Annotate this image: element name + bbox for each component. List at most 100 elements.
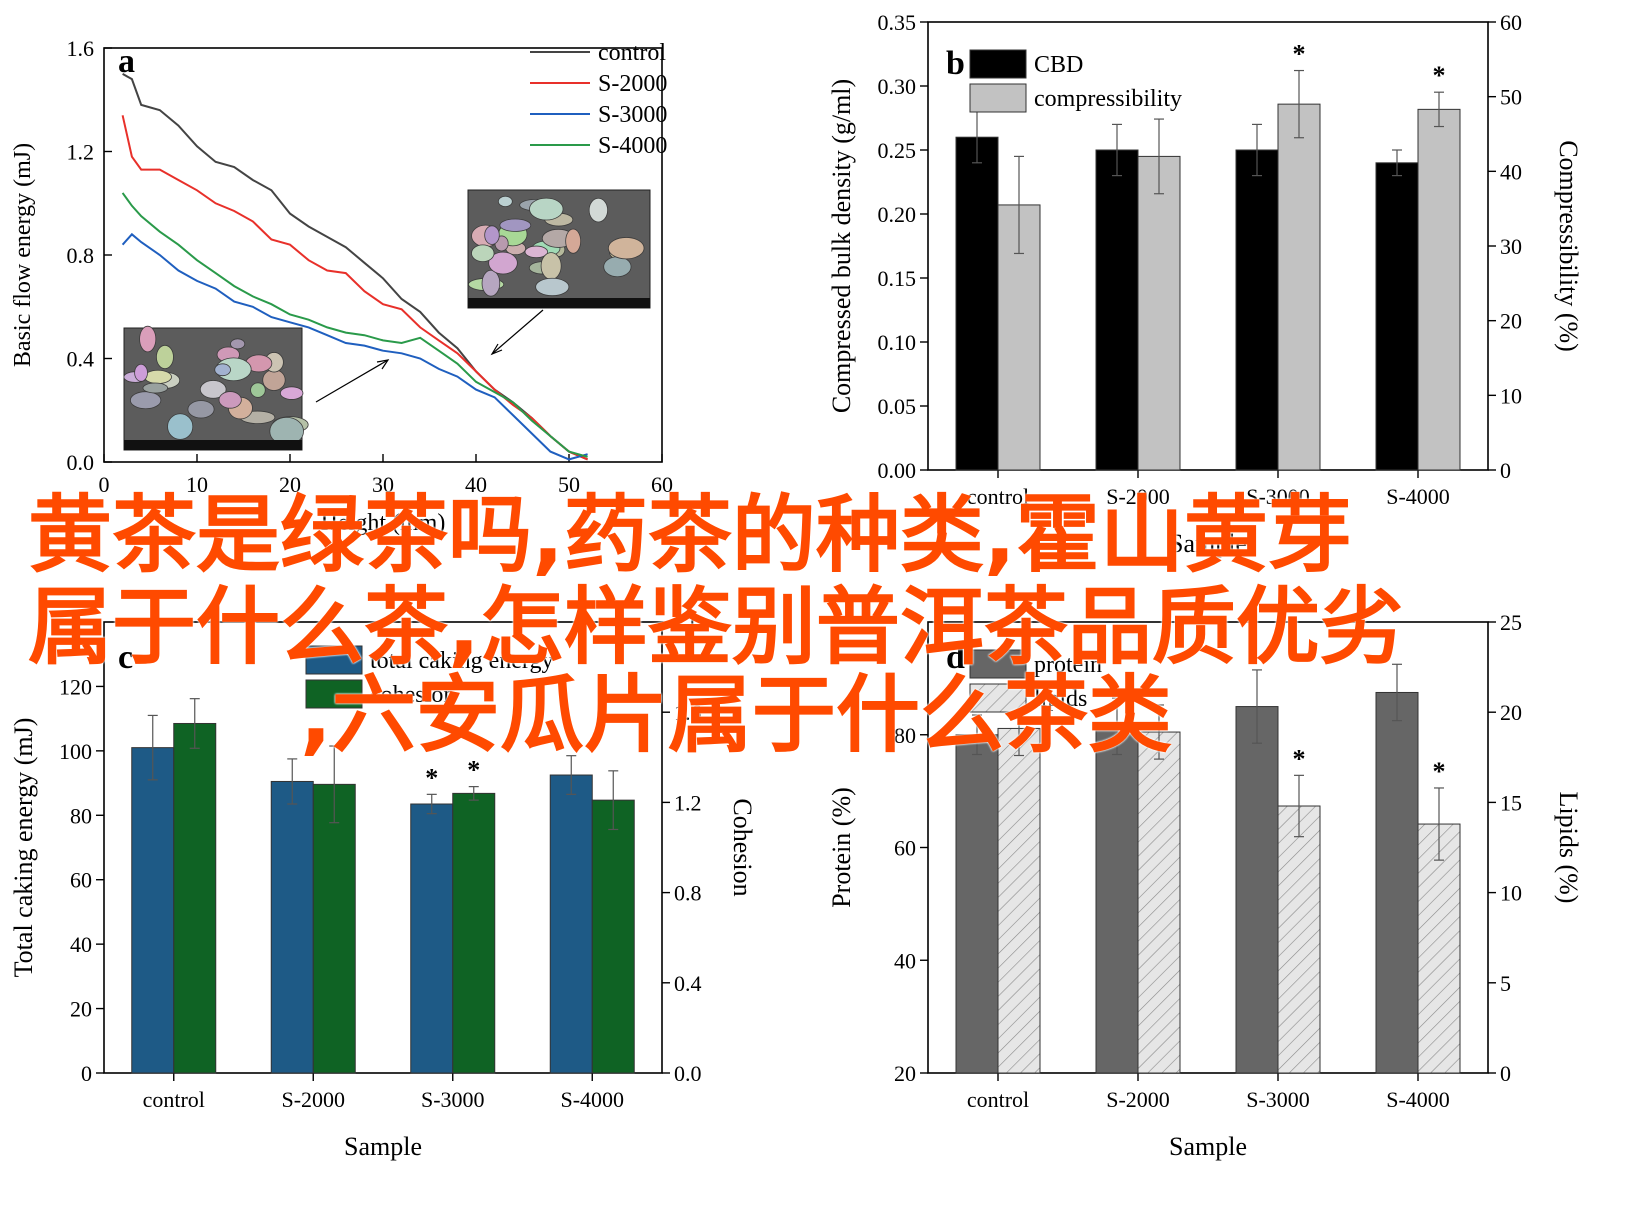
y-tick-label: 120	[59, 674, 92, 699]
y2-axis-label: Compressibility (%)	[1554, 140, 1583, 352]
y2-tick-label: 10	[1500, 383, 1522, 408]
x-tick-label: 40	[465, 472, 487, 497]
y2-tick-label: 60	[1500, 10, 1522, 35]
inset-arrow	[315, 359, 389, 403]
legend-label: protein	[1034, 652, 1102, 678]
x-tick-label: control	[967, 1087, 1029, 1112]
x-tick-label: 60	[651, 472, 673, 497]
significance-star: *	[1293, 40, 1306, 69]
y-tick-label: 20	[70, 997, 92, 1022]
inset-particle	[565, 228, 582, 254]
bar-CBD-S-4000	[1375, 162, 1419, 471]
significance-star: *	[425, 763, 438, 792]
y-tick-label: 20	[894, 1061, 916, 1086]
y-tick-label: 1.2	[67, 140, 95, 165]
x-tick-label: S-3000	[1246, 484, 1310, 509]
bar-cohesion-S-2000	[312, 783, 356, 1074]
inset-particle	[279, 386, 304, 400]
bar-compressibility-S-4000	[1417, 108, 1461, 471]
bar-protein-S-3000	[1235, 706, 1279, 1074]
bar-lipids-S-3000	[1277, 805, 1321, 1074]
legend-label: lipids	[1034, 686, 1087, 712]
panel-label: c	[118, 639, 133, 676]
inset-particle	[603, 256, 632, 278]
x-tick-label: 0	[99, 472, 110, 497]
inset-particle	[499, 218, 532, 232]
y2-tick-label: 1.6	[674, 700, 702, 725]
inset-particle	[529, 197, 564, 221]
y-tick-label: 0.00	[878, 458, 917, 483]
x-tick-label: control	[143, 1087, 205, 1112]
inset-particle	[488, 251, 518, 275]
legend-swatch	[969, 49, 1027, 79]
bar-total caking energy-S-4000	[549, 774, 593, 1074]
bar-lipids-S-4000	[1417, 823, 1461, 1074]
bar-total caking energy-S-3000	[410, 803, 454, 1074]
x-tick-label: S-3000	[1246, 1087, 1310, 1112]
y2-tick-label: 15	[1500, 790, 1522, 815]
legend-swatch	[969, 649, 1027, 679]
panel-label: a	[118, 43, 135, 80]
chart-panel-a: 0 10 20 30 40 50 60 0.0 0.4 0.8 1.2 1.6 Height (mm) B…	[10, 36, 673, 536]
inset-particle	[139, 325, 157, 353]
significance-star: *	[1433, 757, 1446, 786]
inset-particle	[481, 269, 501, 297]
y2-tick-label: 0.4	[674, 971, 702, 996]
legend-label: control	[598, 40, 666, 66]
y-axis-label: Basic flow energy (mJ)	[10, 143, 36, 367]
y2-axis-label: Lipids (%)	[1554, 792, 1583, 904]
x-axis-label: Height (mm)	[321, 510, 446, 536]
series-line-S-4000	[121, 192, 588, 458]
y-tick-label: 60	[70, 868, 92, 893]
inset-particle	[167, 413, 194, 440]
y2-tick-label: 30	[1500, 234, 1522, 259]
inset-particle	[218, 391, 242, 409]
bar-cohesion-S-3000	[452, 792, 496, 1074]
x-tick-label: control	[967, 484, 1029, 509]
inset-particle	[142, 382, 169, 394]
x-tick-label: S-3000	[421, 1087, 485, 1112]
y-tick-label: 0	[81, 1061, 92, 1086]
y-tick-label: 0.25	[878, 138, 917, 163]
panel-label: d	[946, 639, 965, 676]
y2-tick-label: 25	[1500, 610, 1522, 635]
bar-protein-S-2000	[1095, 725, 1139, 1074]
chart-panel-c: 0 20 40 60 80 100 120 0.0 0.4 0.8 1.2 1.6 2.0 control…	[9, 610, 757, 1161]
legend-label: total caking energy	[370, 648, 554, 674]
x-tick-label: 10	[186, 472, 208, 497]
inset-scalebar-strip	[124, 440, 302, 450]
legend-label: S-4000	[598, 133, 667, 159]
inset-arrow	[491, 309, 544, 355]
inset-particle	[156, 344, 174, 370]
inset-particle	[250, 382, 266, 398]
y2-tick-label: 5	[1500, 971, 1511, 996]
legend-swatch	[305, 645, 363, 675]
bar-compressibility-S-3000	[1277, 103, 1321, 471]
inset-scalebar-strip	[468, 298, 650, 308]
bar-total caking energy-control	[131, 747, 175, 1074]
y-tick-label: 80	[70, 803, 92, 828]
inset-particle	[524, 245, 548, 259]
y2-tick-label: 2.0	[674, 610, 702, 635]
bar-compressibility-S-2000	[1137, 155, 1181, 471]
series-line-S-3000	[121, 232, 588, 461]
inset-arrow-head	[376, 359, 390, 370]
inset-particle	[262, 369, 286, 391]
x-tick-label: S-4000	[1386, 484, 1450, 509]
legend-label: CBD	[1034, 52, 1083, 78]
legend-label: S-2000	[598, 71, 667, 97]
significance-star: *	[1293, 744, 1306, 773]
legend-swatch	[305, 679, 363, 709]
inset-particle	[588, 197, 609, 223]
chart-panel-d: 20 40 60 80 0 5 10 15 20 25 control S-2000 S-3000 * S-…	[827, 610, 1583, 1161]
y-tick-label: 0.0	[67, 450, 95, 475]
inset-particle	[199, 380, 227, 399]
chart-panel-b: 0.00 0.05 0.10 0.15 0.20 0.25 0.30 0.35 0 10 20 30 4…	[827, 10, 1583, 558]
x-tick-label: S-2000	[281, 1087, 345, 1112]
significance-star: *	[1433, 61, 1446, 90]
inset-arrow-head	[490, 343, 503, 356]
x-tick-label: 50	[558, 472, 580, 497]
y-tick-label: 0.35	[878, 10, 917, 35]
legend-label: S-3000	[598, 102, 667, 128]
